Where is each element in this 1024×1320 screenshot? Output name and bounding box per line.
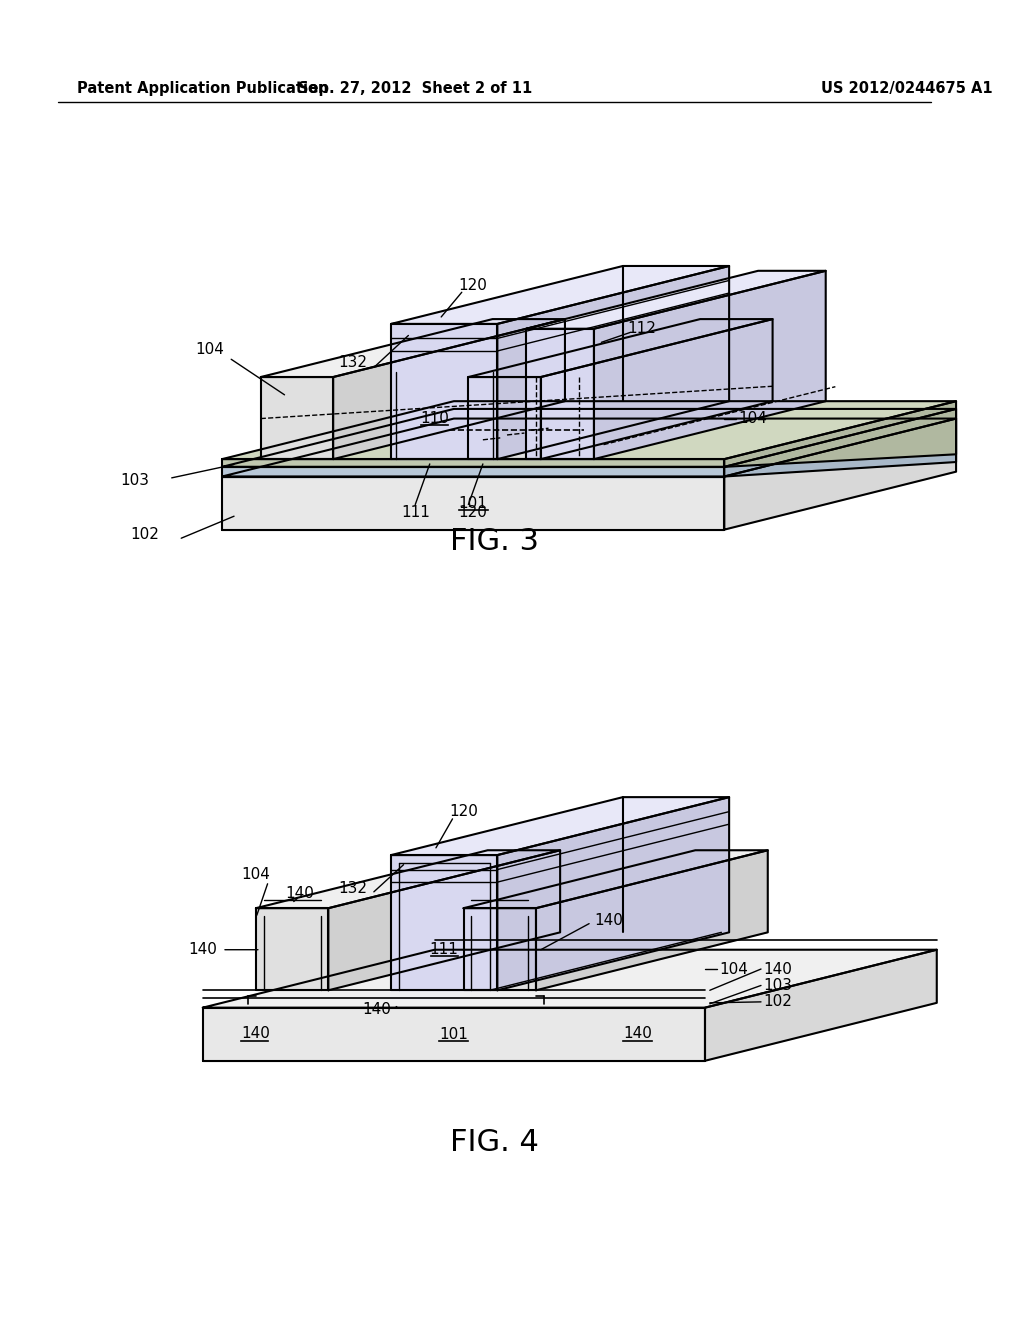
Polygon shape [333, 319, 565, 459]
Polygon shape [256, 908, 329, 990]
Polygon shape [222, 477, 724, 529]
Text: 101: 101 [439, 1027, 468, 1041]
Polygon shape [261, 319, 565, 378]
Text: 104: 104 [720, 961, 749, 977]
Text: 140: 140 [285, 886, 313, 902]
Polygon shape [261, 378, 333, 459]
Polygon shape [203, 1007, 705, 1061]
Text: 102: 102 [130, 527, 160, 543]
Text: 112: 112 [628, 321, 656, 337]
Polygon shape [222, 459, 724, 467]
Text: 103: 103 [763, 978, 792, 993]
Polygon shape [498, 797, 729, 990]
Text: 104: 104 [738, 411, 768, 426]
Polygon shape [222, 409, 956, 467]
Text: 120: 120 [459, 277, 487, 293]
Text: 101: 101 [459, 495, 487, 511]
Text: Sep. 27, 2012  Sheet 2 of 11: Sep. 27, 2012 Sheet 2 of 11 [298, 81, 532, 96]
Text: 104: 104 [196, 342, 224, 358]
Polygon shape [724, 409, 956, 477]
Polygon shape [705, 949, 937, 1061]
Polygon shape [391, 797, 729, 855]
Polygon shape [536, 850, 768, 990]
Polygon shape [391, 265, 729, 323]
Text: 132: 132 [338, 882, 367, 896]
Polygon shape [541, 319, 772, 459]
Polygon shape [498, 265, 729, 459]
Text: 103: 103 [121, 473, 150, 488]
Text: 140: 140 [362, 1002, 391, 1018]
Polygon shape [329, 850, 560, 990]
Text: 120: 120 [450, 804, 478, 820]
Text: FIG. 3: FIG. 3 [450, 527, 539, 556]
Text: 140: 140 [623, 1026, 652, 1041]
Polygon shape [391, 855, 498, 990]
Polygon shape [464, 850, 768, 908]
Polygon shape [594, 271, 825, 459]
Polygon shape [526, 271, 825, 329]
Polygon shape [391, 323, 498, 459]
Polygon shape [256, 850, 560, 908]
Polygon shape [724, 418, 956, 529]
Text: 111: 111 [400, 504, 430, 520]
Text: FIG. 4: FIG. 4 [450, 1129, 539, 1158]
Text: 140: 140 [763, 961, 792, 977]
Text: 140: 140 [188, 942, 217, 957]
Text: 140: 140 [242, 1026, 270, 1041]
Text: 111: 111 [430, 942, 459, 957]
Polygon shape [203, 949, 937, 1007]
Text: 110: 110 [420, 411, 449, 426]
Text: Patent Application Publication: Patent Application Publication [77, 81, 329, 96]
Text: 104: 104 [242, 867, 270, 882]
Polygon shape [468, 378, 541, 459]
Text: 132: 132 [338, 355, 367, 370]
Polygon shape [222, 467, 724, 477]
Polygon shape [468, 319, 772, 378]
Polygon shape [464, 908, 536, 990]
Text: 120: 120 [459, 504, 487, 520]
Polygon shape [222, 401, 956, 459]
Polygon shape [222, 418, 956, 477]
Text: 140: 140 [594, 913, 623, 928]
Polygon shape [526, 329, 594, 459]
Polygon shape [724, 401, 956, 467]
Text: US 2012/0244675 A1: US 2012/0244675 A1 [821, 81, 992, 96]
Text: 102: 102 [763, 994, 792, 1010]
